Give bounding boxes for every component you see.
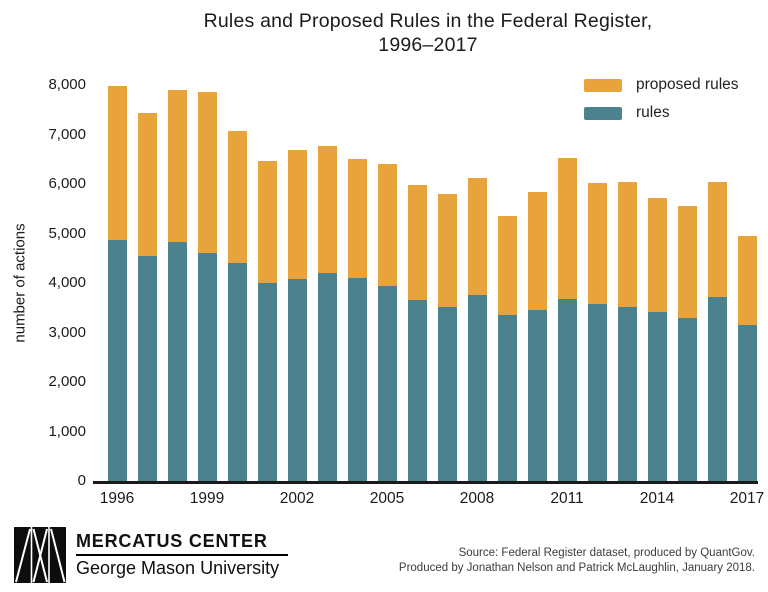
bar-2008-rules	[467, 295, 487, 481]
bar-2005-rules	[377, 286, 397, 481]
chart-title-line1: Rules and Proposed Rules in the Federal …	[203, 10, 653, 32]
bar-2016-rules	[707, 297, 727, 481]
x-tick-label-2008: 2008	[459, 490, 495, 507]
bar-2010-rules	[527, 309, 547, 481]
bar-2004-proposed-rules	[347, 158, 367, 278]
bar-2005-proposed-rules	[377, 163, 397, 287]
bar-2014-rules	[647, 312, 667, 481]
bar-2001-proposed-rules	[257, 161, 277, 283]
bar-2001-rules	[257, 283, 277, 481]
bar-1999-proposed-rules	[197, 92, 217, 254]
y-tick-label-6000: 6,000	[48, 175, 86, 192]
legend-item-rules: rules	[584, 104, 739, 122]
bar-2010-proposed-rules	[527, 191, 547, 310]
bar-2015-rules	[677, 318, 697, 481]
bar-1999-rules	[197, 253, 217, 481]
y-tick-label-7000: 7,000	[48, 125, 86, 143]
bar-2017-rules	[737, 324, 757, 481]
bar-2016-proposed-rules	[707, 182, 727, 298]
x-axis-line	[93, 481, 758, 484]
bar-2013-rules	[617, 307, 637, 481]
bar-2000-rules	[227, 263, 247, 481]
bar-2012-proposed-rules	[587, 183, 607, 304]
bar-1996-proposed-rules	[107, 85, 127, 240]
bar-2011-rules	[557, 298, 577, 481]
y-tick-label-2000: 2,000	[48, 373, 86, 390]
bar-2007-rules	[437, 306, 457, 481]
y-tick-label-5000: 5,000	[48, 224, 86, 242]
bar-1997-proposed-rules	[137, 112, 157, 256]
legend: proposed rules rules	[584, 76, 739, 132]
bar-1998-proposed-rules	[167, 90, 187, 243]
source-credit: Source: Federal Register dataset, produc…	[399, 546, 755, 576]
y-tick-label-0: 0	[77, 472, 86, 489]
chart-title: Rules and Proposed Rules in the Federal …	[96, 9, 760, 57]
bar-2008-proposed-rules	[467, 177, 487, 296]
x-tick-label-2011: 2011	[550, 490, 584, 507]
legend-swatch-proposed-rules-icon	[584, 78, 622, 92]
x-tick-label-1999: 1999	[189, 490, 225, 507]
bar-2017-proposed-rules	[737, 236, 757, 325]
bar-2004-rules	[347, 277, 367, 481]
brand-name: MERCATUS CENTER	[76, 531, 268, 551]
bar-2009-proposed-rules	[497, 216, 517, 315]
y-tick-label-8000: 8,000	[48, 76, 86, 93]
x-tick-label-2005: 2005	[369, 490, 405, 507]
y-axis-ticks: 0 1,000 2,000 3,000 4,000 5,000 6,000 7,000 8,00…	[0, 76, 86, 489]
brand-subtitle: George Mason University	[76, 558, 280, 578]
chart-title-line2: 1996–2017	[378, 34, 478, 56]
y-tick-label-3000: 3,000	[48, 323, 86, 341]
bar-1996-rules	[107, 239, 127, 481]
brand-divider	[76, 554, 288, 556]
y-tick-label-1000: 1,000	[48, 422, 86, 440]
bar-2006-rules	[407, 299, 427, 481]
x-tick-label-2017: 2017	[729, 490, 765, 507]
y-tick-label-4000: 4,000	[48, 274, 86, 291]
bar-1998-rules	[167, 242, 187, 481]
bar-2002-proposed-rules	[287, 149, 307, 279]
footer: MERCATUS CENTER George Mason University …	[0, 520, 768, 592]
bar-2006-proposed-rules	[407, 185, 427, 300]
bar-1997-rules	[137, 255, 157, 481]
mercatus-logo-icon	[14, 527, 66, 583]
bar-2011-proposed-rules	[557, 157, 577, 299]
bar-2014-proposed-rules	[647, 197, 667, 313]
bar-2000-proposed-rules	[227, 130, 247, 264]
bar-2009-rules	[497, 314, 517, 481]
x-tick-label-2002: 2002	[279, 490, 315, 507]
source-line2: Produced by Jonathan Nelson and Patrick …	[398, 562, 755, 574]
bar-2015-proposed-rules	[677, 206, 697, 319]
legend-label-rules: rules	[636, 104, 670, 121]
bar-2013-proposed-rules	[617, 182, 637, 308]
source-line1: Source: Federal Register dataset, produc…	[458, 547, 755, 559]
bar-2007-proposed-rules	[437, 194, 457, 307]
legend-label-proposed-rules: proposed rules	[636, 76, 739, 93]
bar-2002-rules	[287, 278, 307, 481]
legend-item-proposed-rules: proposed rules	[584, 76, 739, 94]
x-tick-label-2014: 2014	[639, 490, 675, 507]
x-axis-ticks: 1996 1999 2002 2005 2008 2011 2014 2017	[96, 490, 768, 512]
legend-swatch-rules-icon	[584, 106, 622, 120]
brand-block: MERCATUS CENTER George Mason University	[76, 531, 288, 579]
bar-2012-rules	[587, 303, 607, 481]
bar-2003-proposed-rules	[317, 145, 337, 274]
plot-area	[96, 85, 760, 481]
x-tick-label-1996: 1996	[99, 490, 135, 507]
bar-2003-rules	[317, 273, 337, 481]
